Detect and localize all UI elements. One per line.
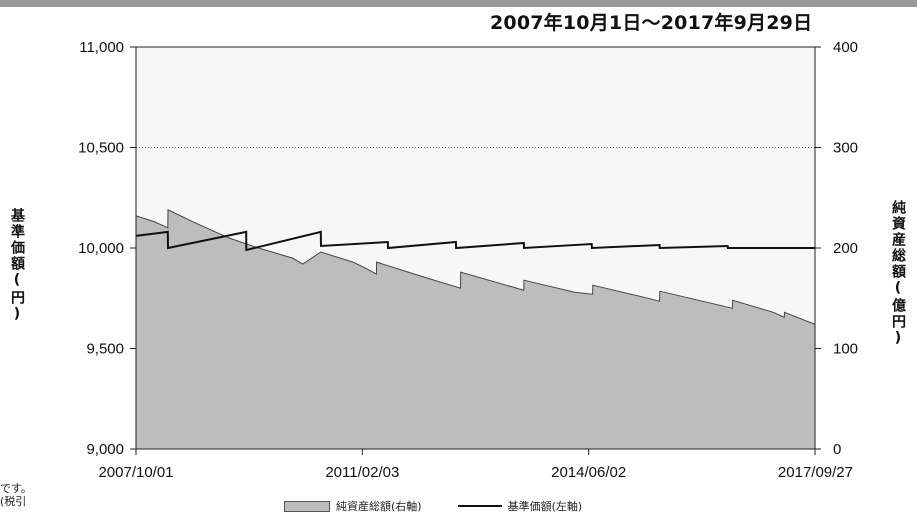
footnote: です。 (税引 (0, 482, 32, 508)
right-axis-label: 純資産総額(億円) (890, 200, 906, 348)
legend-area-swatch (284, 500, 330, 512)
right-tick-label: 400 (833, 39, 858, 56)
legend-line-label: 基準価額(左軸) (507, 500, 583, 513)
right-tick-label: 0 (833, 441, 841, 458)
footnote-line-1: です。 (0, 482, 32, 495)
right-tick-label: 300 (833, 140, 858, 157)
top-strip (0, 0, 917, 7)
left-axis-label: 基準価額(円) (9, 208, 25, 324)
x-tick-label: 2007/10/01 (98, 464, 173, 481)
right-tick-label: 100 (833, 341, 858, 358)
chart-period: 2007年10月1日～2017年9月29日 (490, 12, 813, 34)
x-tick-label: 2014/06/02 (551, 464, 626, 481)
left-tick-label: 10,000 (78, 240, 124, 257)
x-tick-label: 2017/09/27 (778, 464, 853, 481)
legend: 純資産総額(右軸) 基準価額(左軸) (284, 498, 582, 514)
footnote-line-2: (税引 (0, 495, 27, 508)
series-area-net-assets (135, 209, 816, 450)
series-line-nav (135, 230, 815, 252)
left-tick-label: 9,500 (86, 341, 124, 358)
legend-area-label: 純資産総額(右軸) (336, 500, 422, 513)
left-tick-label: 9,000 (86, 441, 124, 458)
left-tick-label: 11,000 (79, 39, 124, 56)
right-tick-label: 200 (833, 240, 858, 257)
left-tick-label: 10,500 (78, 140, 124, 157)
legend-line-swatch (457, 505, 502, 507)
x-tick-label: 2011/02/03 (325, 464, 399, 481)
